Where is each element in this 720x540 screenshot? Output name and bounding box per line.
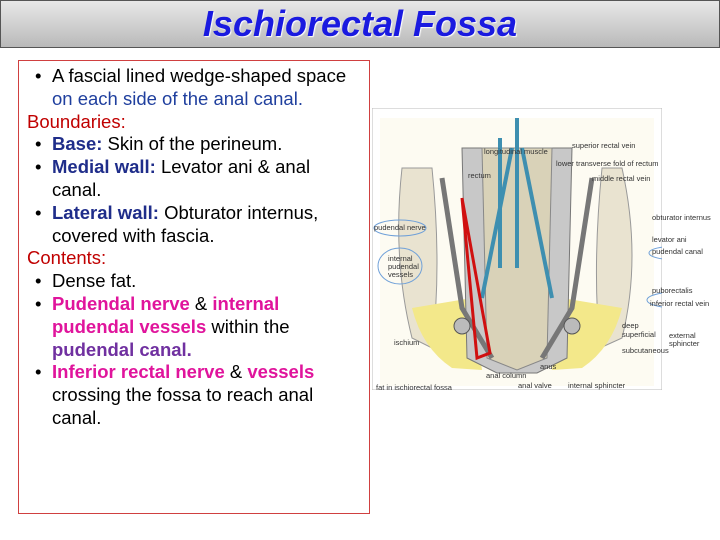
text-segment: Lateral wall: (52, 201, 159, 223)
text-segment: crossing the fossa to reach anal canal. (52, 384, 314, 428)
figure-label: middle rectal vein (592, 174, 651, 183)
text-segment: pudendal canal. (52, 338, 192, 360)
figure-label: subcutaneous (622, 346, 669, 355)
figure-label: puborectalis (652, 286, 693, 295)
section-heading: Boundaries: (27, 111, 361, 134)
text-segment: Obturator internus, covered with fascia. (52, 201, 319, 246)
figure-label: ischium (394, 338, 420, 347)
bullet-item: Lateral wall: Obturator internus, covere… (27, 202, 361, 248)
anatomy-figure (372, 108, 662, 390)
bullet-item: Dense fat. (27, 270, 361, 293)
text-segment: & (189, 292, 213, 314)
text-segment: vessels (247, 361, 315, 383)
section-heading: Contents: (27, 247, 361, 270)
text-segment: Base: (52, 133, 103, 155)
figure-label: external sphincter (669, 331, 700, 348)
figure-label: longitudinal muscle (484, 147, 548, 156)
slide-title: Ischiorectal Fossa (202, 3, 518, 44)
figure-label: lower transverse fold of rectum (556, 159, 659, 168)
text-segment: & (224, 361, 248, 383)
figure-label: pudendal canal (652, 247, 703, 256)
figure-label: anal valve (518, 381, 552, 390)
text-segment: on each side of the anal canal. (52, 87, 303, 109)
text-box: A fascial lined wedge-shaped space on ea… (18, 60, 370, 514)
text-segment: Medial wall: (52, 156, 156, 178)
figure-label: anal column (486, 371, 527, 380)
figure-label: internal pudendal vessels (388, 254, 419, 279)
text-segment: Boundaries: (27, 110, 126, 132)
text-segment: Contents: (27, 247, 107, 269)
figure-label: inferior rectal vein (650, 299, 710, 308)
figure-label: deep (622, 321, 639, 330)
figure-label: superior rectal vein (572, 141, 636, 150)
text-segment: internal pudendal vessels (52, 292, 280, 337)
text-segment: Skin of the perineum. (102, 133, 283, 155)
figure-label: levator ani (652, 235, 687, 244)
text-segment: Pudendal nerve (52, 292, 190, 314)
bullet-item: Inferior rectal nerve & vessels crossing… (27, 361, 361, 429)
figure-label: pudendal nerve (374, 223, 426, 232)
text-segment: Dense fat. (52, 270, 137, 292)
bullet-item: Medial wall: Levator ani & anal canal. (27, 156, 361, 202)
figure-label: superficial (622, 330, 656, 339)
figure-label: obturator internus (652, 213, 711, 222)
text-segment: within the (206, 315, 290, 337)
bullet-item: Pudendal nerve & internal pudendal vesse… (27, 293, 361, 361)
text-segment: Inferior rectal nerve (52, 361, 225, 383)
text-segment: Levator ani & anal canal. (52, 156, 311, 200)
title-bar: Ischiorectal Fossa (0, 0, 720, 48)
bullet-item: Base: Skin of the perineum. (27, 133, 361, 156)
figure-label: anus (540, 362, 557, 371)
figure-label: fat in ischiorectal fossa (376, 383, 452, 392)
text-segment: A fascial lined wedge-shaped space (52, 65, 347, 86)
figure-label: rectum (468, 171, 491, 180)
figure-label: internal sphincter (568, 381, 626, 390)
bullet-item: A fascial lined wedge-shaped space on ea… (27, 65, 361, 111)
